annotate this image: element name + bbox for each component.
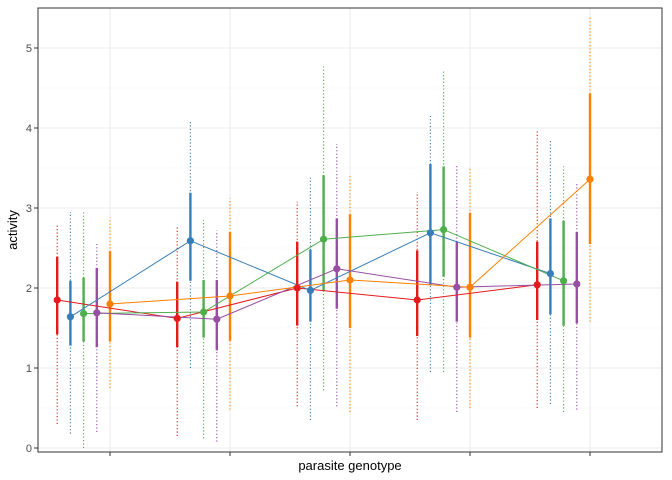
data-point [573, 280, 581, 288]
data-point [106, 300, 114, 308]
y-tick-label: 1 [26, 363, 32, 375]
y-tick-label: 5 [26, 43, 32, 55]
y-tick-label: 0 [26, 443, 32, 455]
data-point [413, 296, 421, 304]
y-axis: 0 1 2 3 4 5 [26, 43, 38, 455]
data-point [293, 284, 301, 292]
data-point [66, 313, 74, 321]
data-point [586, 175, 594, 183]
data-point [546, 270, 555, 278]
x-axis-title: parasite genotype [298, 458, 401, 473]
data-point [533, 281, 541, 289]
data-point [226, 292, 234, 300]
data-point [173, 314, 181, 322]
data-point [346, 276, 354, 284]
data-point [453, 283, 461, 291]
series-layer [53, 17, 594, 448]
y-axis-title: activity [5, 210, 20, 250]
x-axis [109, 452, 591, 456]
data-point [306, 286, 314, 294]
data-point [440, 226, 448, 234]
data-point [213, 315, 221, 323]
data-point [80, 310, 88, 318]
y-tick-label: 2 [26, 283, 32, 295]
data-point [560, 277, 568, 285]
y-tick-label: 3 [26, 203, 32, 215]
y-tick-label: 4 [26, 123, 32, 135]
data-point [320, 235, 328, 243]
data-point [200, 308, 208, 316]
data-point [186, 237, 194, 245]
data-point [426, 229, 434, 237]
data-point [53, 296, 61, 304]
data-point [93, 309, 101, 317]
data-point [333, 265, 341, 273]
data-point [466, 283, 474, 291]
